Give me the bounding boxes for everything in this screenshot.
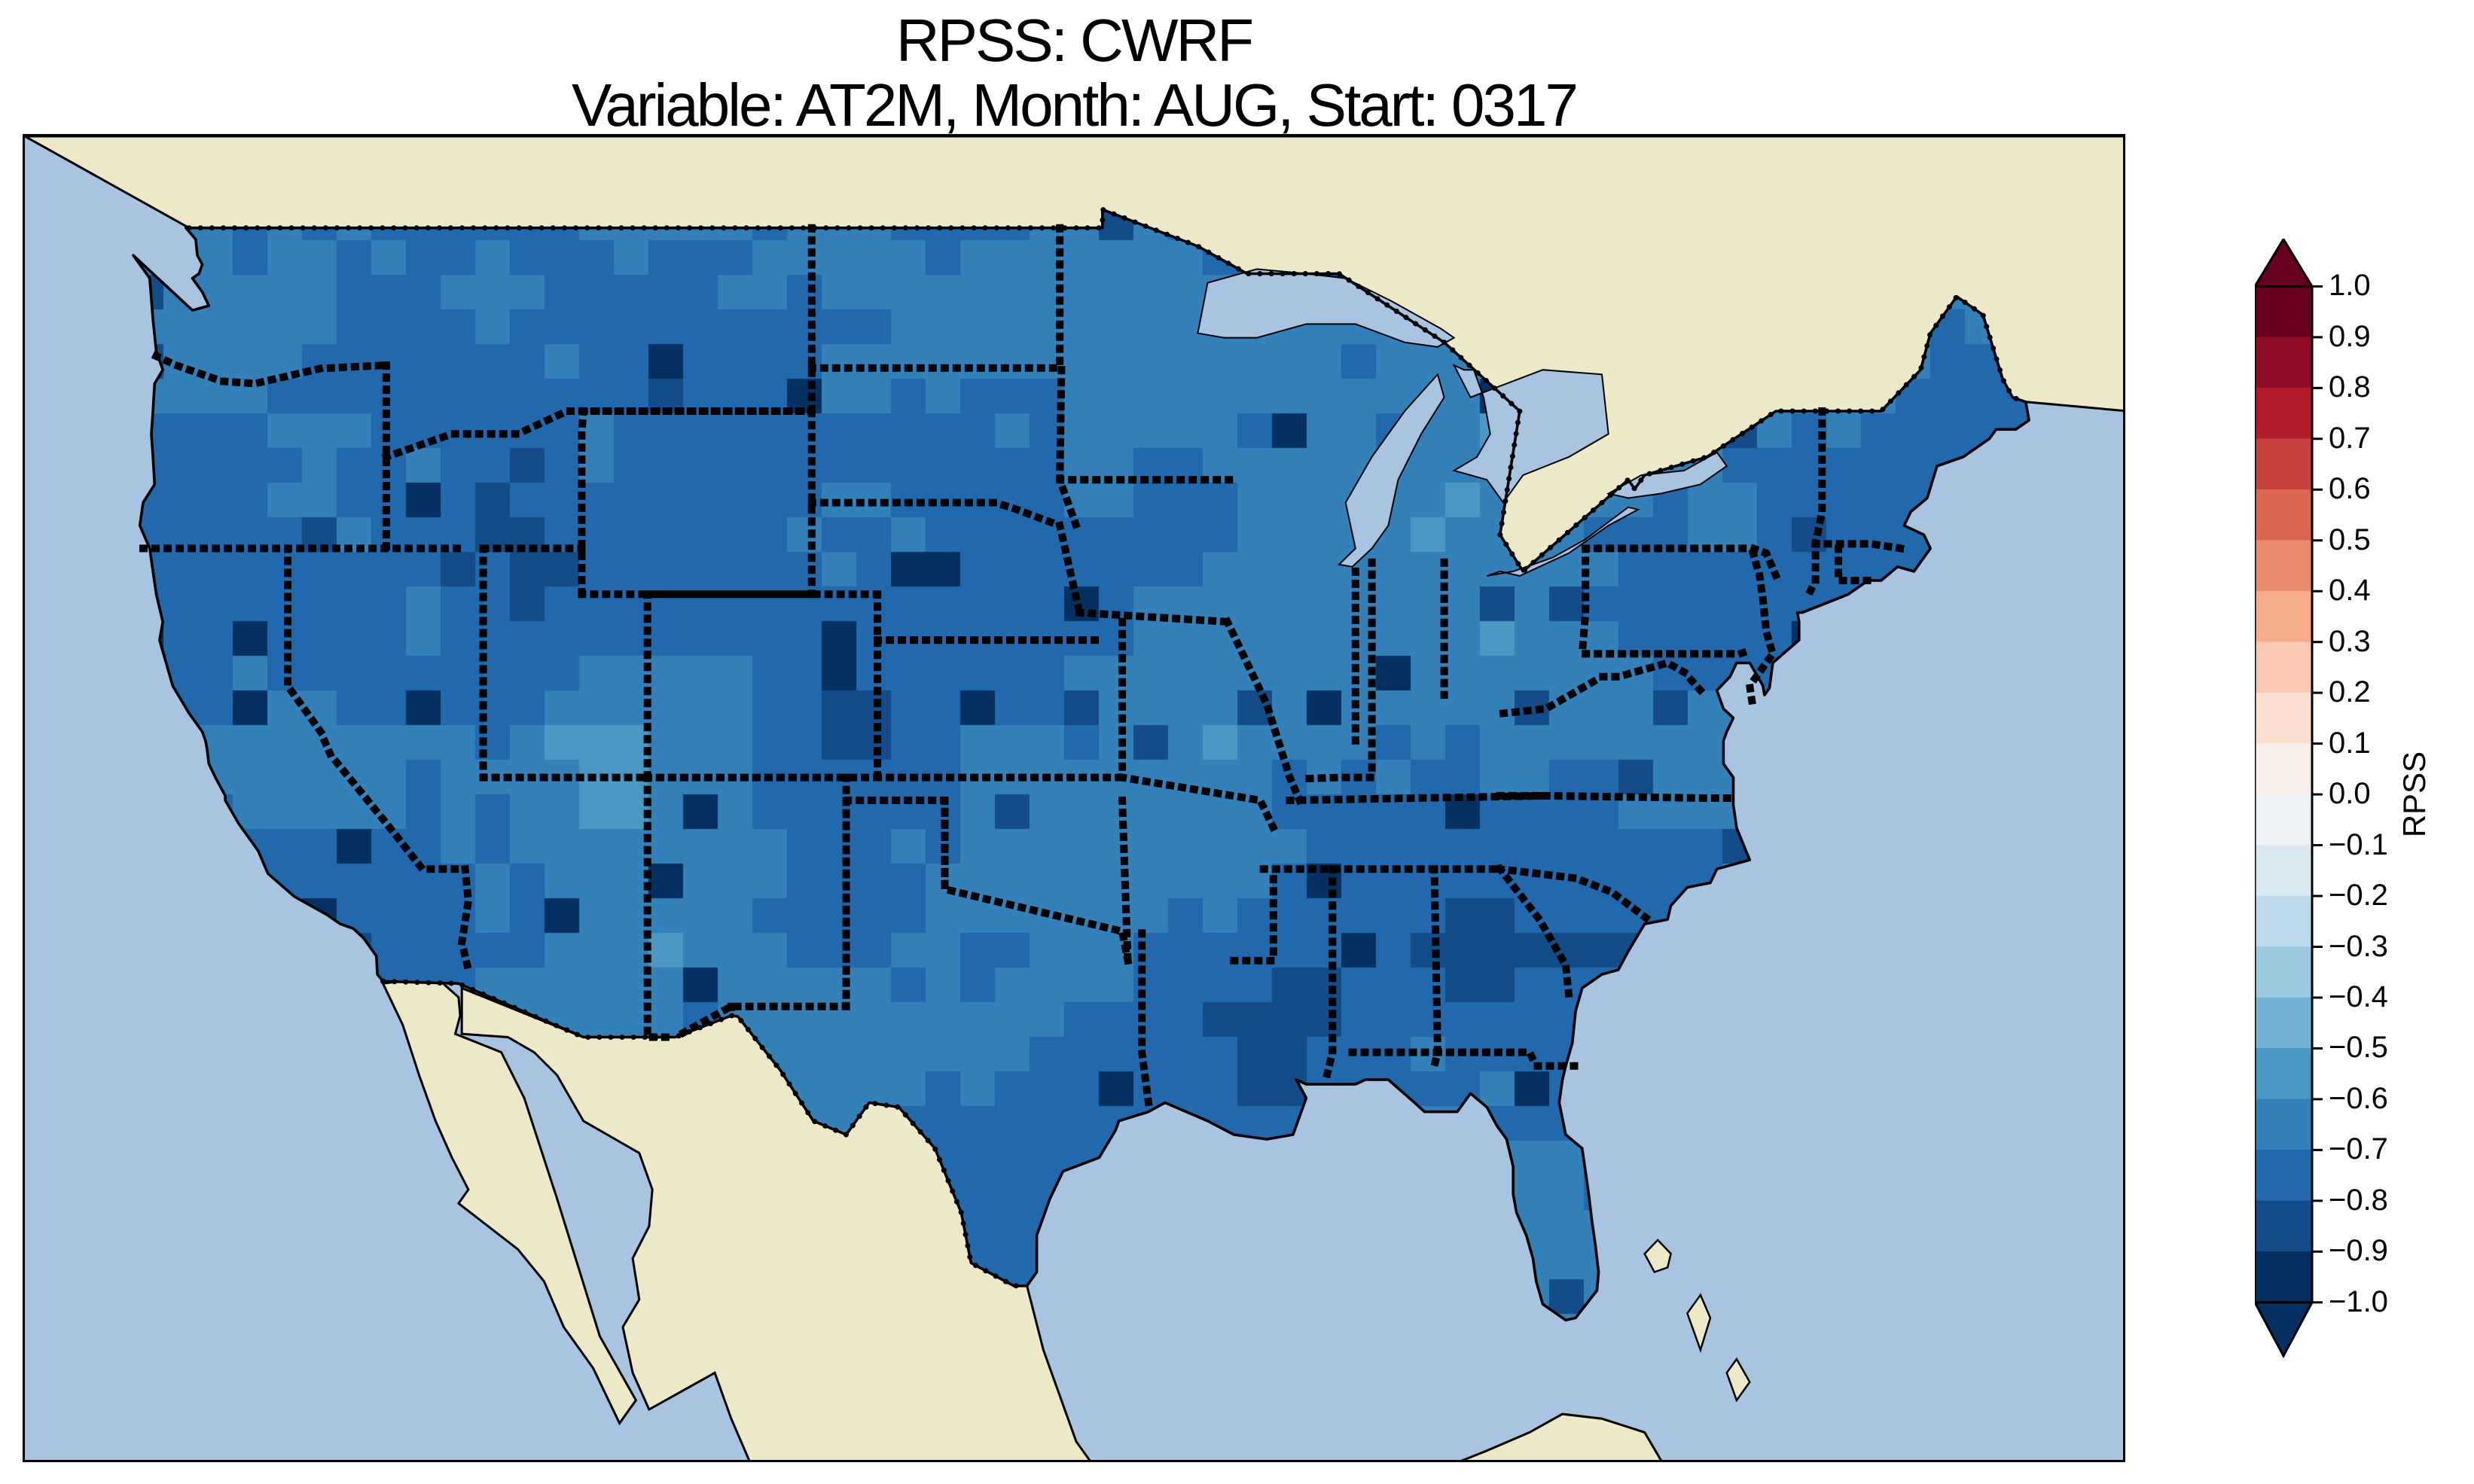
svg-text:0.1: 0.1 — [2329, 727, 2371, 760]
svg-text:1.0: 1.0 — [2329, 269, 2371, 302]
svg-text:−0.3: −0.3 — [2329, 930, 2388, 963]
svg-text:−0.1: −0.1 — [2329, 828, 2388, 861]
svg-text:0.9: 0.9 — [2329, 320, 2371, 353]
svg-text:0.7: 0.7 — [2329, 422, 2371, 455]
svg-text:0.3: 0.3 — [2329, 625, 2371, 658]
svg-text:−1.0: −1.0 — [2329, 1285, 2388, 1318]
svg-text:0.0: 0.0 — [2329, 777, 2371, 810]
svg-text:0.4: 0.4 — [2329, 574, 2371, 607]
svg-text:−0.5: −0.5 — [2329, 1031, 2388, 1064]
svg-text:0.8: 0.8 — [2329, 370, 2371, 404]
svg-text:RPSS: RPSS — [2396, 751, 2432, 837]
svg-text:−0.4: −0.4 — [2329, 980, 2388, 1013]
svg-text:−0.6: −0.6 — [2329, 1082, 2388, 1115]
svg-text:−0.8: −0.8 — [2329, 1184, 2388, 1217]
svg-text:0.5: 0.5 — [2329, 523, 2371, 556]
svg-text:0.2: 0.2 — [2329, 675, 2371, 708]
svg-text:0.6: 0.6 — [2329, 472, 2371, 505]
svg-text:−0.9: −0.9 — [2329, 1234, 2388, 1267]
svg-text:−0.2: −0.2 — [2329, 879, 2388, 912]
svg-text:−0.7: −0.7 — [2329, 1132, 2388, 1166]
